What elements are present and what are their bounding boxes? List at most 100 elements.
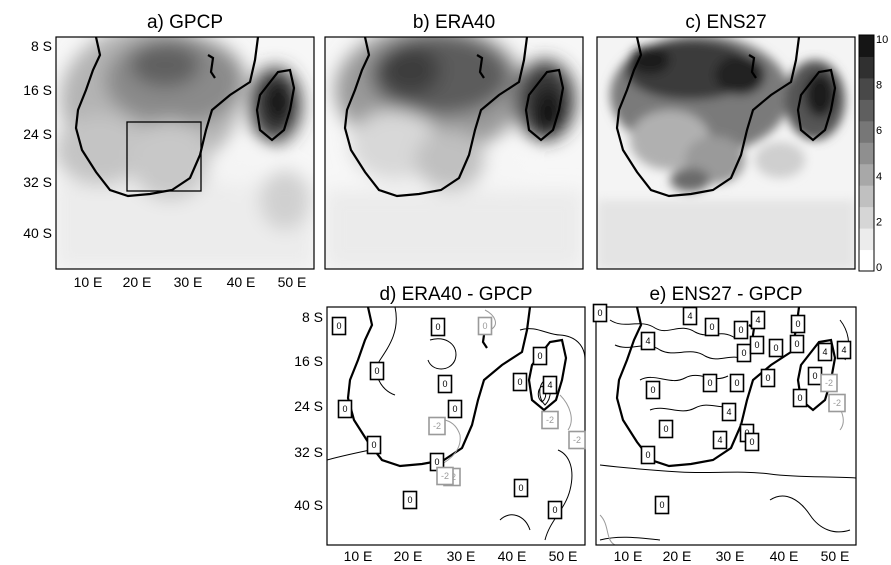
contour-label: 0 [749, 335, 765, 355]
colorbar-step [859, 35, 874, 57]
svg-text:0: 0 [709, 322, 714, 332]
colorbar-step [859, 185, 874, 208]
colorbar-step [859, 142, 874, 165]
svg-text:0: 0 [371, 440, 376, 450]
contour-label: -2 [541, 410, 559, 430]
svg-text:0: 0 [741, 348, 746, 358]
contour-label: 0 [645, 380, 661, 400]
svg-text:4: 4 [755, 315, 760, 325]
svg-text:0: 0 [773, 343, 778, 353]
panel-d-title: d) ERA40 - GPCP [379, 284, 532, 305]
colorbar-tick: 6 [876, 125, 882, 137]
svg-text:0: 0 [407, 495, 412, 505]
lon-axis-a: 10 E 20 E 30 E 40 E 50 E [74, 274, 307, 290]
lon-tick: 50 E [549, 548, 578, 564]
lat-axis-top: 8 S 16 S 24 S 32 S 40 S [23, 38, 52, 241]
svg-text:0: 0 [342, 404, 347, 414]
svg-text:-2: -2 [546, 415, 554, 425]
svg-text:4: 4 [822, 347, 827, 357]
panel-b-title: b) ERA40 [413, 12, 495, 33]
contour-label: 0 [792, 388, 808, 408]
lon-tick: 20 E [394, 548, 423, 564]
svg-text:0: 0 [435, 322, 440, 332]
svg-text:4: 4 [841, 345, 846, 355]
svg-text:0: 0 [794, 339, 799, 349]
svg-text:0: 0 [754, 340, 759, 350]
svg-text:-2: -2 [433, 421, 441, 431]
contour-label: 0 [640, 445, 656, 465]
lon-tick: 40 E [498, 548, 527, 564]
contour-label: 0 [337, 399, 353, 419]
colorbar-step [859, 99, 874, 122]
svg-text:0: 0 [537, 351, 542, 361]
lat-tick: 24 S [23, 126, 52, 142]
contour-label: 0 [512, 372, 528, 392]
svg-text:4: 4 [717, 435, 722, 445]
lon-tick: 40 E [227, 274, 256, 290]
contour-label: 4 [817, 342, 833, 362]
lat-tick: 24 S [294, 398, 323, 414]
svg-text:0: 0 [374, 366, 379, 376]
svg-text:0: 0 [749, 437, 754, 447]
contour-label: 0 [702, 373, 718, 393]
svg-text:0: 0 [707, 378, 712, 388]
svg-text:0: 0 [795, 319, 800, 329]
svg-text:-2: -2 [573, 435, 581, 445]
colorbar-step [859, 120, 874, 143]
contour-label: 0 [477, 316, 493, 336]
svg-text:0: 0 [482, 321, 487, 331]
colorbar: 10 8 6 4 2 0 [858, 34, 888, 274]
panel-e-title: e) ENS27 - GPCP [649, 284, 802, 305]
contour-label: 0 [437, 374, 453, 394]
svg-text:0: 0 [663, 424, 668, 434]
svg-text:0: 0 [650, 385, 655, 395]
lat-tick: 16 S [294, 353, 323, 369]
contour-label: 4 [682, 306, 698, 326]
lon-tick: 30 E [447, 548, 476, 564]
contour-label: 0 [592, 303, 608, 323]
contour-label: 0 [447, 399, 463, 419]
contour-label: 0 [760, 368, 776, 388]
svg-text:0: 0 [434, 457, 439, 467]
colorbar-step [859, 206, 874, 229]
svg-text:0: 0 [659, 500, 664, 510]
contour-label: 0 [532, 346, 548, 366]
svg-text:-2: -2 [441, 471, 449, 481]
lat-tick: 32 S [23, 174, 52, 190]
svg-text:4: 4 [645, 336, 650, 346]
contour-label: 0 [744, 432, 760, 452]
lat-tick: 8 S [31, 38, 52, 54]
contour-label: 0 [704, 317, 720, 337]
lon-tick: 20 E [123, 274, 152, 290]
contour-label: 0 [658, 419, 674, 439]
colorbar-step [859, 56, 874, 79]
contour-label: -2 [436, 466, 454, 486]
lon-tick: 20 E [663, 548, 692, 564]
colorbar-tick: 8 [876, 80, 882, 92]
contour-label: 0 [429, 452, 445, 472]
contour-label: 4 [712, 430, 728, 450]
contour-label: 4 [750, 310, 766, 330]
colorbar-tick: 0 [876, 262, 882, 274]
svg-text:0: 0 [812, 371, 817, 381]
contour-label: 0 [807, 366, 823, 386]
colorbar-step [859, 77, 874, 100]
contour-label: 4 [721, 402, 737, 422]
svg-text:0: 0 [597, 308, 602, 318]
svg-text:0: 0 [765, 373, 770, 383]
svg-text:0: 0 [517, 377, 522, 387]
svg-text:0: 0 [552, 505, 557, 515]
panel-c: c) ENS27 [596, 12, 856, 270]
contour-label: 4 [542, 375, 558, 395]
contour-label: 0 [402, 490, 418, 510]
svg-text:0: 0 [738, 325, 743, 335]
lon-tick: 50 E [821, 548, 850, 564]
svg-text:0: 0 [518, 483, 523, 493]
contour-label: 0 [513, 478, 529, 498]
contour-label: 0 [789, 334, 805, 354]
lat-tick: 16 S [23, 82, 52, 98]
contour-label: 0 [768, 338, 784, 358]
